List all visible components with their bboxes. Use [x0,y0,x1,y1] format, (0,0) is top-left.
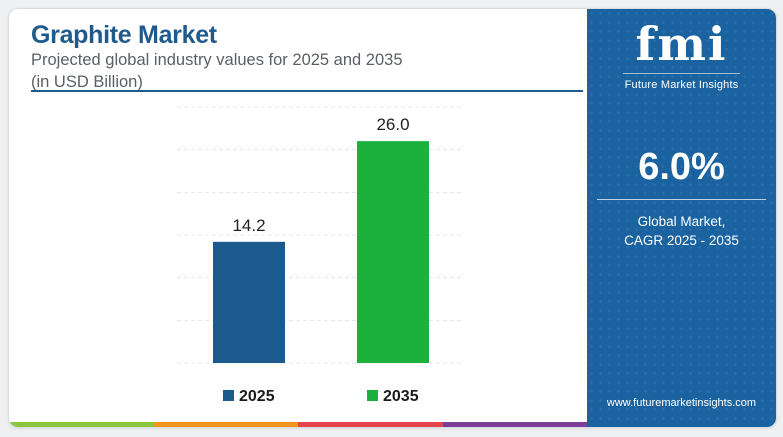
cagr-label-line-1: Global Market, [637,214,726,229]
legend-label-2025: 2025 [239,388,275,405]
legend-swatch-2025 [223,390,234,401]
legend-swatch-2035 [367,390,378,401]
color-strip-segment [298,422,443,427]
fmi-logo: fmi [635,17,728,71]
color-strip [9,422,587,427]
chart-subtitle: Projected global industry values for 202… [31,49,511,93]
color-strip-segment [153,422,298,427]
color-strip-segment [9,422,154,427]
cagr-label-line-2: CAGR 2025 - 2035 [624,233,739,248]
logo-divider [623,73,740,74]
bar-2035 [357,141,429,363]
website-link[interactable]: www.futuremarketinsights.com [606,397,757,409]
logo-name: Future Market Insights [624,79,739,91]
chart-card: Graphite Market Projected global industr… [8,8,777,428]
cagr-label: Global Market, CAGR 2025 - 2035 [587,212,776,250]
data-label-2025: 14.2 [232,216,265,235]
title-divider [31,90,583,92]
data-label-2035: 26.0 [376,115,409,134]
bar-2025 [213,241,285,363]
chart-title: Graphite Market [31,21,217,49]
unit-note: (in USD Billion) [31,73,143,91]
color-strip-segment [442,422,587,427]
subtitle-line: Projected global industry values for 202… [31,51,403,69]
sidebar-panel: fmi Future Market Insights 6.0% Global M… [587,9,776,427]
cagr-value: 6.0% [638,146,725,188]
legend-label-2035: 2035 [383,388,419,405]
cagr-divider [597,199,766,200]
bar-chart: 14.2 26.0 2025 2035 [177,106,464,405]
